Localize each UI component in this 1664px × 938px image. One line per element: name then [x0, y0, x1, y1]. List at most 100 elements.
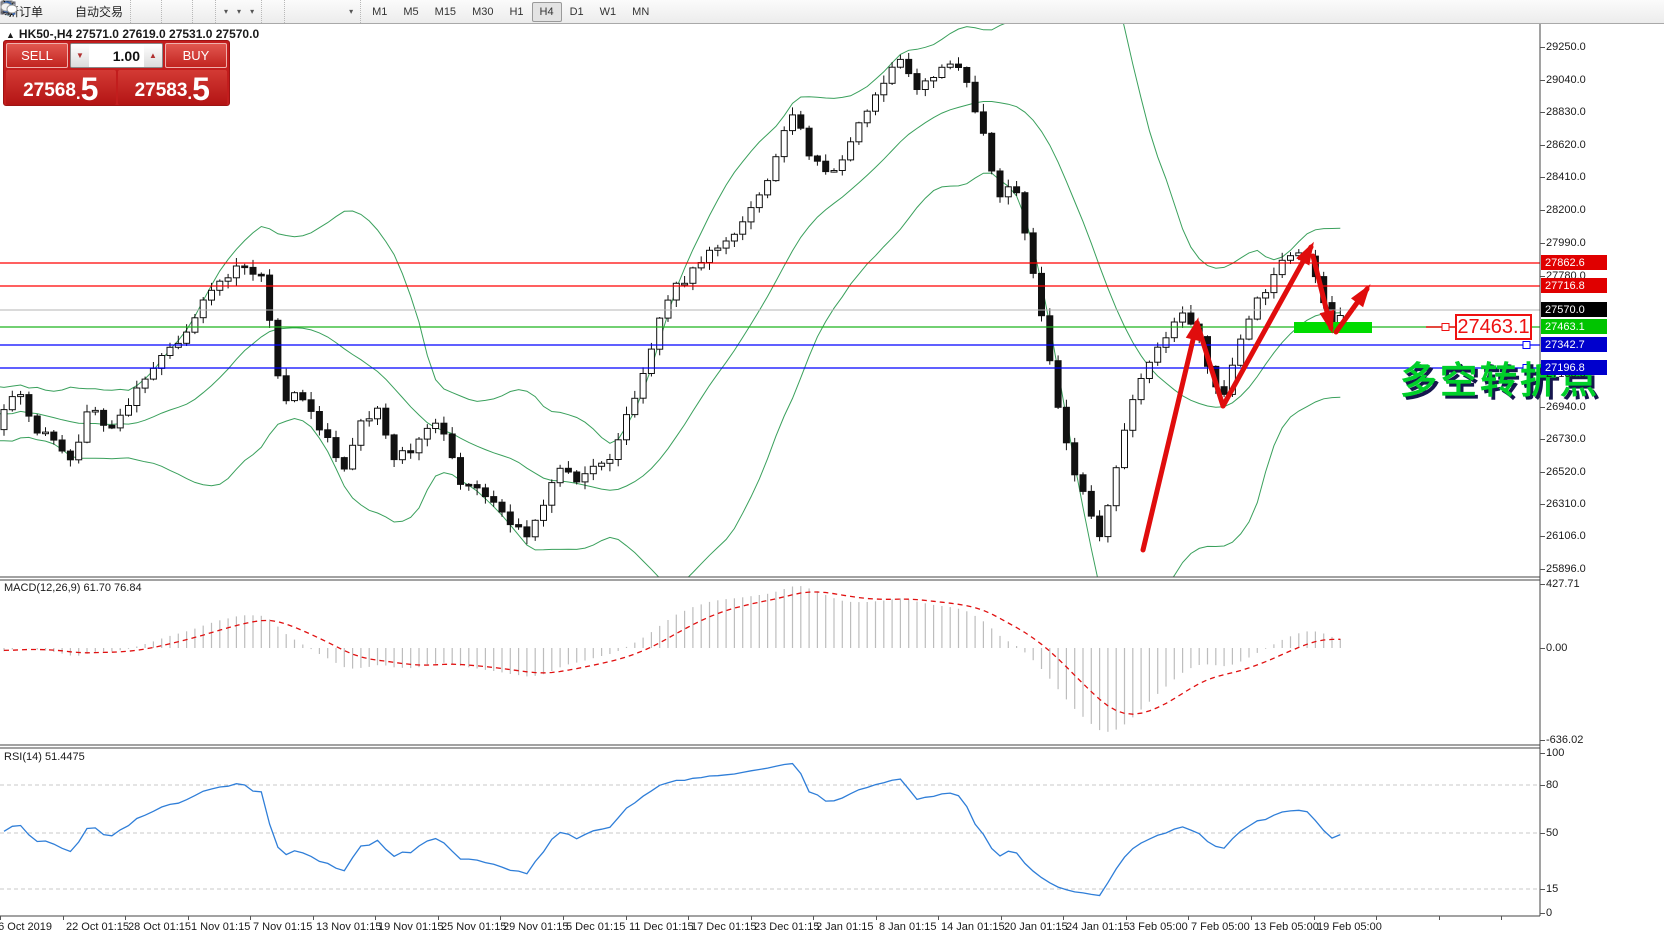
rsi-indicator-label: RSI(14) 51.4475: [4, 751, 85, 763]
date-axis-tick: [1063, 916, 1064, 920]
volume-increase-button[interactable]: ▲: [144, 44, 162, 67]
price-axis-dash: [1540, 407, 1545, 408]
chat-icon[interactable]: [0, 2, 1654, 14]
price-axis-tick: 29250.0: [1546, 41, 1586, 53]
buy-button[interactable]: BUY: [165, 43, 227, 68]
rsi-axis-tick: 100: [1546, 747, 1565, 759]
date-axis-label: 5 Dec 01:15: [566, 921, 626, 933]
rsi-axis-dash: [1540, 889, 1545, 890]
buy-price-dot: .: [187, 84, 193, 103]
dropdown-caret-icon[interactable]: ▾: [349, 7, 354, 16]
date-axis-tick: [1126, 916, 1127, 920]
sell-price-main: 27568: [23, 80, 76, 101]
timeframe-mn-button[interactable]: MN: [632, 5, 650, 18]
date-axis-tick: [938, 916, 939, 920]
dropdown-caret-icon[interactable]: ▾: [237, 7, 242, 16]
date-axis-tick: [751, 916, 752, 920]
sell-price-button[interactable]: 27568. 5: [6, 70, 116, 105]
rsi-axis-dash: [1540, 833, 1545, 834]
timeframe-m30-button[interactable]: M30: [472, 5, 494, 18]
price-level-label[interactable]: 27196.8: [1541, 360, 1607, 375]
date-axis-tick: [1439, 916, 1440, 920]
rsi-pane[interactable]: [0, 762, 1540, 897]
price-axis-tick: 26940.0: [1546, 401, 1586, 413]
date-axis-tick: [1188, 916, 1189, 920]
price-axis-tick: 29040.0: [1546, 74, 1586, 86]
date-axis-label: 13 Feb 05:00: [1254, 921, 1319, 933]
trend-arrow-segment[interactable]: [1140, 320, 1200, 553]
date-axis-label: 20 Jan 01:15: [1004, 921, 1068, 933]
rsi-line: [3, 762, 1341, 897]
price-level-callout[interactable]: 27463.1: [1455, 314, 1532, 340]
macd-axis-dash: [1540, 648, 1545, 649]
price-axis-dash: [1540, 276, 1545, 277]
date-axis-label: 25 Nov 01:15: [441, 921, 507, 933]
rsi-axis-dash: [1540, 913, 1545, 914]
price-pane[interactable]: [0, 0, 1344, 625]
collapse-panel-icon[interactable]: ▲: [6, 30, 15, 40]
hline-handle[interactable]: [1522, 341, 1531, 349]
price-level-label[interactable]: 27862.6: [1541, 255, 1607, 270]
price-axis-dash: [1540, 569, 1545, 570]
date-axis-tick: [626, 916, 627, 920]
hline-handle[interactable]: [1522, 364, 1531, 372]
timeframe-m5-button[interactable]: M5: [403, 5, 419, 18]
timeframe-group: M1 M5 M15 M30 H1 H4 D1 W1 MN: [360, 0, 660, 23]
timeframe-d1-button[interactable]: D1: [569, 5, 584, 18]
volume-decrease-button[interactable]: ▼: [71, 44, 89, 67]
rsi-axis-dash: [1540, 753, 1545, 754]
price-axis-tick: 26730.0: [1546, 433, 1586, 445]
price-axis-dash: [1540, 47, 1545, 48]
dropdown-caret-icon[interactable]: ▾: [224, 7, 229, 16]
date-axis-label: 23 Dec 01:15: [754, 921, 820, 933]
date-axis-tick: [0, 916, 1, 920]
price-axis-dash: [1540, 210, 1545, 211]
autotrading-label: 自动交易: [75, 5, 124, 19]
timeframe-h4-button[interactable]: H4: [531, 1, 562, 22]
date-axis-tick: [250, 916, 251, 920]
volume-input[interactable]: 1.00: [112, 47, 140, 64]
price-axis-tick: 28410.0: [1546, 171, 1586, 183]
buy-price-main: 27583: [134, 80, 188, 101]
sell-button[interactable]: SELL: [6, 43, 68, 68]
date-axis-tick: [188, 916, 189, 920]
date-axis-label: 14 Jan 01:15: [941, 921, 1005, 933]
price-level-label[interactable]: 27342.7: [1541, 337, 1607, 352]
trend-arrow-segment[interactable]: [1220, 244, 1314, 409]
buy-price-button[interactable]: 27583. 5: [117, 70, 227, 105]
date-axis-tick: [313, 916, 314, 920]
chart-symbol-header[interactable]: ▲ HK50-,H4 27571.0 27619.0 27531.0 27570.…: [6, 27, 259, 41]
price-level-label[interactable]: 27463.1: [1541, 319, 1607, 334]
timeframe-w1-button[interactable]: W1: [599, 5, 617, 18]
date-axis-label: 1 Nov 01:15: [191, 921, 251, 933]
price-axis-dash: [1540, 504, 1545, 505]
macd-pane[interactable]: [3, 586, 1341, 732]
callout-handle[interactable]: [1441, 323, 1450, 331]
macd-indicator-label: MACD(12,26,9) 61.70 76.84: [4, 582, 142, 594]
arrow-head: [1296, 241, 1314, 266]
trend-arrow-segment[interactable]: [1194, 320, 1226, 409]
sell-price-dot: .: [75, 84, 81, 103]
horizontal-level-lines[interactable]: [0, 262, 1540, 372]
date-axis-tick: [813, 916, 814, 920]
price-axis-tick: 26310.0: [1546, 498, 1586, 510]
timeframe-m15-button[interactable]: M15: [434, 5, 457, 18]
date-axis-label: 24 Jan 01:15: [1066, 921, 1130, 933]
timeframe-m1-button[interactable]: M1: [372, 5, 388, 18]
dropdown-caret-icon[interactable]: ▾: [250, 7, 255, 16]
price-axis-tick: 26520.0: [1546, 466, 1586, 478]
price-axis-dash: [1540, 80, 1545, 81]
timeframe-h1-button[interactable]: H1: [509, 5, 524, 18]
macd-axis-dash: [1540, 584, 1545, 585]
date-axis-label: 28 Oct 01:15: [128, 921, 191, 933]
price-axis-dash: [1540, 177, 1545, 178]
macd-axis-tick: -636.02: [1546, 734, 1584, 746]
price-axis-dash: [1540, 145, 1545, 146]
date-axis-label: 3 Feb 05:00: [1129, 921, 1188, 933]
date-axis-label: 7 Feb 05:00: [1191, 921, 1250, 933]
price-level-label[interactable]: 27716.8: [1541, 278, 1607, 293]
date-axis-tick: [563, 916, 564, 920]
bollinger-middle-band: [0, 101, 1341, 491]
